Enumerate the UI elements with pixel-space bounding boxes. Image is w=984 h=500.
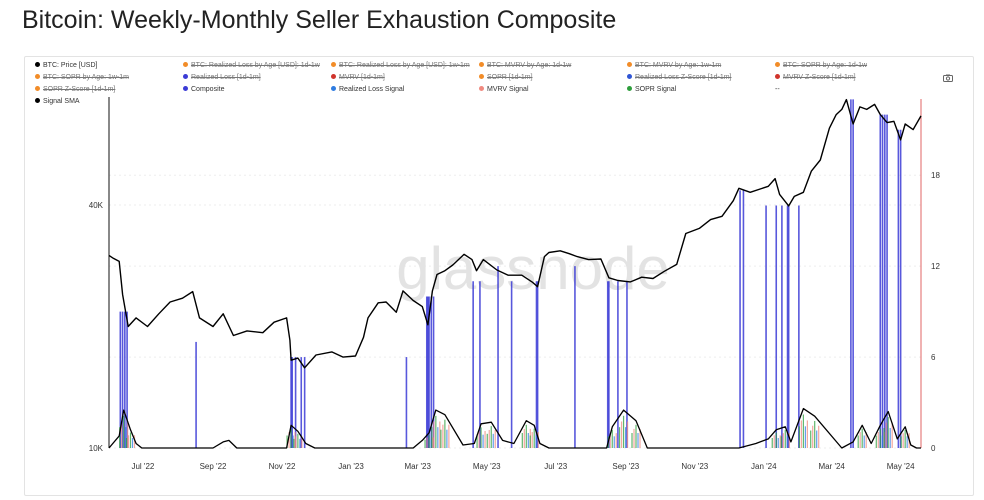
legend-item[interactable]: BTC: Price [USD] — [35, 61, 97, 70]
legend-swatch — [35, 62, 40, 67]
legend-label: Composite — [191, 86, 225, 93]
legend-label: MVRV Z-Score [1d-1m] — [783, 74, 856, 81]
legend-swatch — [183, 86, 188, 91]
legend-item[interactable]: MVRV Signal — [479, 85, 529, 94]
legend-item[interactable]: SOPR [1d-1m] — [479, 73, 533, 82]
legend-swatch — [479, 74, 484, 79]
legend-item[interactable]: MVRV Z-Score [1d-1m] — [775, 73, 856, 82]
signal-sma-line — [108, 407, 921, 449]
legend-label: BTC: SOPR by Age: 1w-1m — [43, 74, 129, 81]
legend-item[interactable]: BTC: MVRV by Age: 1w-1m — [627, 61, 721, 70]
legend-label: SOPR Z-Score [1d-1m] — [43, 86, 116, 93]
legend-item[interactable]: BTC: MVRV by Age: 1d-1w — [479, 61, 571, 70]
legend-swatch — [35, 98, 40, 103]
legend-swatch — [183, 62, 188, 67]
legend-label: BTC: Price [USD] — [43, 62, 98, 69]
legend-item[interactable]: BTC: SOPR by Age: 1d-1w — [775, 61, 867, 70]
legend-label: BTC: SOPR by Age: 1d-1w — [783, 62, 868, 69]
composite-series — [119, 99, 902, 448]
legend-label: MVRV Signal — [487, 86, 529, 93]
x-tick-label: Jan '24 — [751, 462, 777, 471]
legend-item[interactable]: Realized Loss Signal — [331, 85, 404, 94]
legend-swatch — [35, 86, 40, 91]
legend-item[interactable]: Realized Loss Z-Score [1d-1m] — [627, 73, 731, 82]
legend-swatch — [627, 74, 632, 79]
legend-item[interactable]: BTC: Realized Loss by Age [USD]: 1w-1m — [331, 61, 470, 70]
legend-label: BTC: MVRV by Age: 1w-1m — [635, 62, 722, 69]
legend-item[interactable]: BTC: SOPR by Age: 1w-1m — [35, 73, 129, 82]
legend-swatch — [479, 86, 484, 91]
legend-swatch — [627, 62, 632, 67]
legend-swatch — [331, 86, 336, 91]
sub-signals — [119, 414, 910, 448]
legend-label: BTC: Realized Loss by Age [USD]: 1w-1m — [339, 62, 470, 69]
legend-label: SOPR Signal — [635, 86, 677, 93]
chart-svg: glassnode 10K 40K 0 6 12 18 Jul '22 Sep '22 Nov '… — [89, 97, 940, 471]
camera-icon[interactable] — [943, 69, 953, 82]
x-tick-label: Jul '23 — [544, 462, 567, 471]
legend-swatch — [479, 62, 484, 67]
chart-panel: BTC: Price [USD] BTC: Realized Loss by Ag… — [24, 56, 974, 496]
legend-item[interactable]: Composite — [183, 85, 224, 94]
y-right-tick-label: 6 — [931, 353, 936, 362]
x-tick-label: May '23 — [473, 462, 501, 471]
y-right-tick-label: 18 — [931, 171, 940, 180]
x-tick-label: Mar '24 — [818, 462, 845, 471]
legend-label: Signal SMA — [43, 98, 80, 105]
legend-item[interactable]: SOPR Signal — [627, 85, 676, 94]
legend-label: MVRV [1d-1m] — [339, 74, 385, 81]
x-tick-label: Nov '22 — [269, 462, 296, 471]
y-right-tick-label: 0 — [931, 444, 936, 453]
page-title: Bitcoin: Weekly-Monthly Seller Exhaustio… — [22, 6, 617, 34]
legend-item[interactable]: Signal SMA — [35, 97, 80, 106]
watermark: glassnode — [396, 235, 670, 302]
legend-item[interactable]: SOPR Z-Score [1d-1m] — [35, 85, 115, 94]
price-line — [108, 98, 922, 369]
camera-glyph — [943, 74, 953, 82]
y-left-tick-label: 40K — [89, 201, 104, 210]
legend-label: Realized Loss Z-Score [1d-1m] — [635, 74, 732, 81]
x-tick-label: Jul '22 — [131, 462, 154, 471]
x-tick-label: Jan '23 — [338, 462, 364, 471]
legend-item[interactable]: Realized Loss [1d-1m] — [183, 73, 261, 82]
legend-swatch — [183, 74, 188, 79]
legend-swatch — [775, 74, 780, 79]
legend-item[interactable]: MVRV [1d-1m] — [331, 73, 385, 82]
legend-item[interactable]: BTC: Realized Loss by Age [USD]: 1d-1w — [183, 61, 320, 70]
legend-swatch — [775, 62, 780, 67]
legend-swatch — [331, 74, 336, 79]
x-tick-label: Mar '23 — [405, 462, 432, 471]
x-tick-label: May '24 — [887, 462, 915, 471]
legend-label: -- — [775, 86, 780, 93]
legend-swatch — [331, 62, 336, 67]
legend-label: Realized Loss [1d-1m] — [191, 74, 261, 81]
legend-label: BTC: Realized Loss by Age [USD]: 1d-1w — [191, 62, 320, 69]
x-tick-label: Sep '23 — [612, 462, 639, 471]
legend-swatch — [35, 74, 40, 79]
legend-label: SOPR [1d-1m] — [487, 74, 533, 81]
y-right-tick-label: 12 — [931, 262, 940, 271]
y-left-tick-label: 10K — [89, 444, 104, 453]
legend-swatch — [627, 86, 632, 91]
x-tick-label: Nov '23 — [681, 462, 708, 471]
legend-label: Realized Loss Signal — [339, 86, 405, 93]
legend-label: BTC: MVRV by Age: 1d-1w — [487, 62, 572, 69]
x-tick-label: Sep '22 — [200, 462, 227, 471]
legend-item[interactable]: -- — [775, 85, 780, 94]
